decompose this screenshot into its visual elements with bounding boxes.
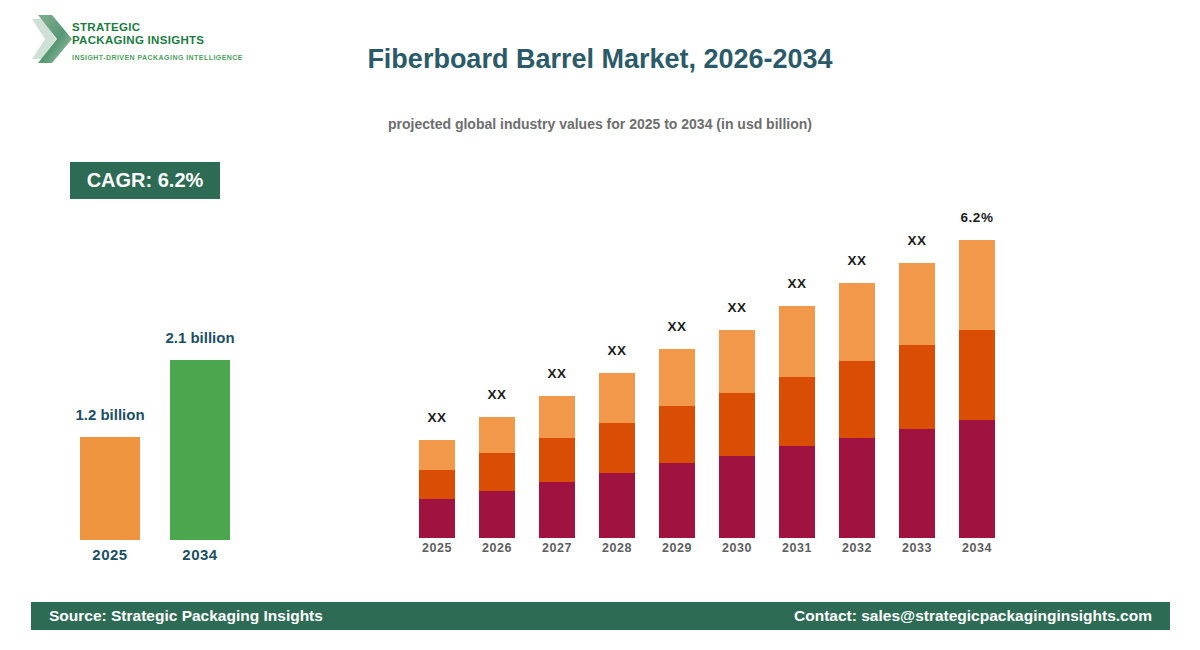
stacked-bar xyxy=(659,349,695,538)
stacked-bar xyxy=(899,263,935,538)
bar-segment-top xyxy=(419,440,455,470)
footer-bar: Source: Strategic Packaging Insights Con… xyxy=(31,602,1170,630)
bar-value-label: XX xyxy=(522,366,592,381)
bar-segment-middle xyxy=(839,361,875,438)
infographic-page: STRATEGIC PACKAGING INSIGHTS INSIGHT-DRI… xyxy=(0,0,1200,650)
stacked-bar xyxy=(779,306,815,538)
bar-value-label: XX xyxy=(582,343,652,358)
bar-segment-bottom xyxy=(839,438,875,538)
bar-segment-top xyxy=(719,330,755,393)
stacked-bar xyxy=(839,283,875,538)
bar-segment-middle xyxy=(659,406,695,463)
bar-segment-bottom xyxy=(479,491,515,538)
bar-segment-top xyxy=(779,306,815,377)
footer-contact: Contact: sales@strategicpackaginginsight… xyxy=(794,607,1152,625)
stacked-bar xyxy=(539,396,575,538)
stacked-bar xyxy=(479,417,515,538)
stacked-bar xyxy=(959,240,995,538)
bar-value-label: XX xyxy=(462,387,532,402)
bar-segment-bottom xyxy=(659,463,695,538)
bar-segment-top xyxy=(899,263,935,345)
mini-bar xyxy=(80,437,140,540)
bar-segment-middle xyxy=(419,470,455,499)
mini-bar-value-label: 1.2 billion xyxy=(40,406,180,423)
bar-segment-middle xyxy=(599,423,635,473)
footer-source: Source: Strategic Packaging Insights xyxy=(49,607,323,625)
bar-segment-bottom xyxy=(599,473,635,538)
bar-value-label: 6.2% xyxy=(942,210,1012,225)
page-subtitle: projected global industry values for 202… xyxy=(0,116,1200,132)
mini-bar-year-label: 2025 xyxy=(70,546,150,563)
x-axis-label: 2034 xyxy=(942,541,1012,555)
bar-segment-bottom xyxy=(419,499,455,538)
stacked-bar xyxy=(419,440,455,538)
bar-value-label: XX xyxy=(642,319,712,334)
cagr-badge: CAGR: 6.2% xyxy=(70,162,220,199)
bar-segment-bottom xyxy=(899,429,935,538)
bar-value-label: XX xyxy=(822,253,892,268)
bar-segment-middle xyxy=(479,453,515,491)
bar-segment-middle xyxy=(959,330,995,420)
bar-segment-top xyxy=(479,417,515,453)
bar-segment-top xyxy=(659,349,695,406)
bar-segment-bottom xyxy=(539,482,575,538)
bar-segment-top xyxy=(959,240,995,330)
bar-segment-bottom xyxy=(719,456,755,538)
bar-segment-middle xyxy=(719,393,755,456)
bar-value-label: XX xyxy=(702,300,772,315)
stacked-bar xyxy=(599,373,635,538)
bar-segment-middle xyxy=(539,438,575,482)
bar-segment-top xyxy=(599,373,635,423)
bar-value-label: XX xyxy=(882,233,952,248)
bar-segment-top xyxy=(839,283,875,361)
bar-segment-middle xyxy=(779,377,815,446)
brand-name-line1: STRATEGIC xyxy=(72,21,243,34)
bar-segment-bottom xyxy=(779,446,815,538)
bar-segment-top xyxy=(539,396,575,438)
bar-segment-bottom xyxy=(959,420,995,538)
stacked-bar xyxy=(719,330,755,538)
bar-value-label: XX xyxy=(762,276,832,291)
mini-bar-value-label: 2.1 billion xyxy=(130,329,270,346)
bar-value-label: XX xyxy=(402,410,472,425)
page-title: Fiberboard Barrel Market, 2026-2034 xyxy=(0,44,1200,75)
mini-bar xyxy=(170,360,230,540)
mini-bar-year-label: 2034 xyxy=(160,546,240,563)
bar-segment-middle xyxy=(899,345,935,429)
